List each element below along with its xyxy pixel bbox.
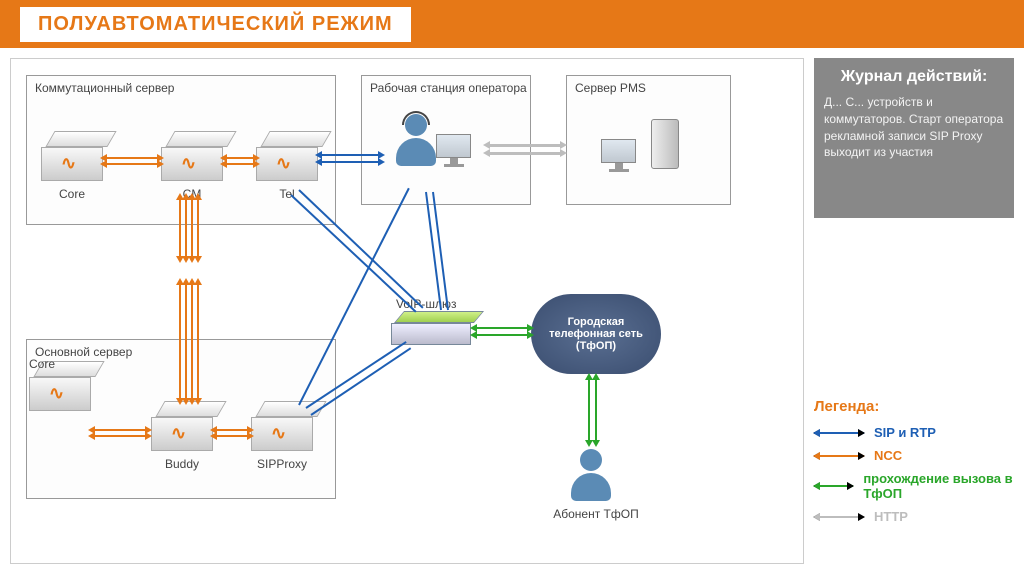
connection-line	[489, 152, 561, 155]
header: ПОЛУАВТОМАТИЧЕСКИЙ РЕЖИМ	[0, 0, 1024, 48]
server-icon: ∿	[151, 409, 213, 451]
connection-line	[185, 284, 187, 399]
connection-line	[321, 154, 379, 156]
connection-line	[298, 189, 423, 308]
connection-line	[179, 284, 181, 399]
connection-line	[94, 429, 146, 431]
legend: Легенда: SIP и RTP NCC прохождение вызова …	[814, 398, 1014, 524]
connection-line	[476, 327, 528, 329]
connection-line	[595, 379, 597, 441]
server-icon: ∿	[161, 139, 223, 181]
operator-icon	[391, 114, 441, 169]
connection-line	[197, 284, 199, 399]
legend-item: NCC	[814, 448, 1014, 463]
server-tower-icon	[651, 119, 679, 169]
legend-label: NCC	[874, 448, 902, 463]
network-diagram: Коммутационный серверОсновной серверРабо…	[10, 58, 804, 564]
server-icon: ∿	[251, 409, 313, 451]
connection-line	[226, 157, 254, 159]
node-label: Core	[29, 357, 55, 371]
legend-label: SIP и RTP	[874, 425, 936, 440]
connection-line	[106, 157, 158, 159]
monitor-icon	[436, 134, 471, 169]
legend-arrow-icon	[814, 432, 864, 434]
header-title-box: ПОЛУАВТОМАТИЧЕСКИЙ РЕЖИМ	[20, 7, 411, 42]
journal-body: Д... С... устройств и коммутаторов. Стар…	[824, 94, 1004, 161]
connection-line	[226, 163, 254, 165]
connection-line	[191, 199, 193, 257]
journal-title: Журнал действий:	[824, 68, 1004, 86]
node-label: Tel	[251, 187, 323, 201]
connection-line	[197, 199, 199, 257]
legend-item: SIP и RTP	[814, 425, 1014, 440]
monitor-icon	[601, 139, 636, 174]
connection-line	[216, 435, 248, 437]
journal-panel: Журнал действий: Д... С... устройств и к…	[814, 58, 1014, 218]
group-label: Рабочая станция оператора	[370, 81, 527, 95]
legend-arrow-icon	[814, 455, 864, 457]
legend-label: HTTP	[874, 509, 908, 524]
legend-item: HTTP	[814, 509, 1014, 524]
connection-line	[106, 163, 158, 165]
pstn-cloud-icon: Городская телефонная сеть (ТфОП)	[531, 294, 661, 374]
group-box: Сервер PMS	[566, 75, 731, 205]
group-label: Коммутационный сервер	[35, 81, 174, 95]
legend-label: прохождение вызова в ТфОП	[863, 471, 1014, 501]
connection-line	[321, 161, 379, 163]
node-label: Абонент ТфОП	[546, 507, 646, 521]
legend-arrow-icon	[814, 516, 864, 518]
connection-line	[179, 199, 181, 257]
group-label: Сервер PMS	[575, 81, 646, 95]
node-label: Buddy	[146, 457, 218, 471]
sidebar: Журнал действий: Д... С... устройств и к…	[804, 48, 1024, 574]
connection-line	[216, 429, 248, 431]
connection-line	[476, 334, 528, 336]
node-label: SIPProxy	[246, 457, 318, 471]
page-title: ПОЛУАВТОМАТИЧЕСКИЙ РЕЖИМ	[38, 13, 393, 35]
server-icon: ∿	[256, 139, 318, 181]
node-label: Core	[36, 187, 108, 201]
legend-title: Легенда:	[814, 398, 1014, 415]
legend-arrow-icon	[814, 485, 853, 487]
legend-item: прохождение вызова в ТфОП	[814, 471, 1014, 501]
connection-line	[185, 199, 187, 257]
connection-line	[191, 284, 193, 399]
connection-line	[94, 435, 146, 437]
subscriber-icon	[566, 449, 616, 504]
server-icon: ∿	[41, 139, 103, 181]
main-area: Коммутационный серверОсновной серверРабо…	[0, 48, 1024, 574]
connection-line	[588, 379, 590, 441]
server-icon: ∿	[29, 369, 91, 411]
connection-line	[489, 144, 561, 147]
